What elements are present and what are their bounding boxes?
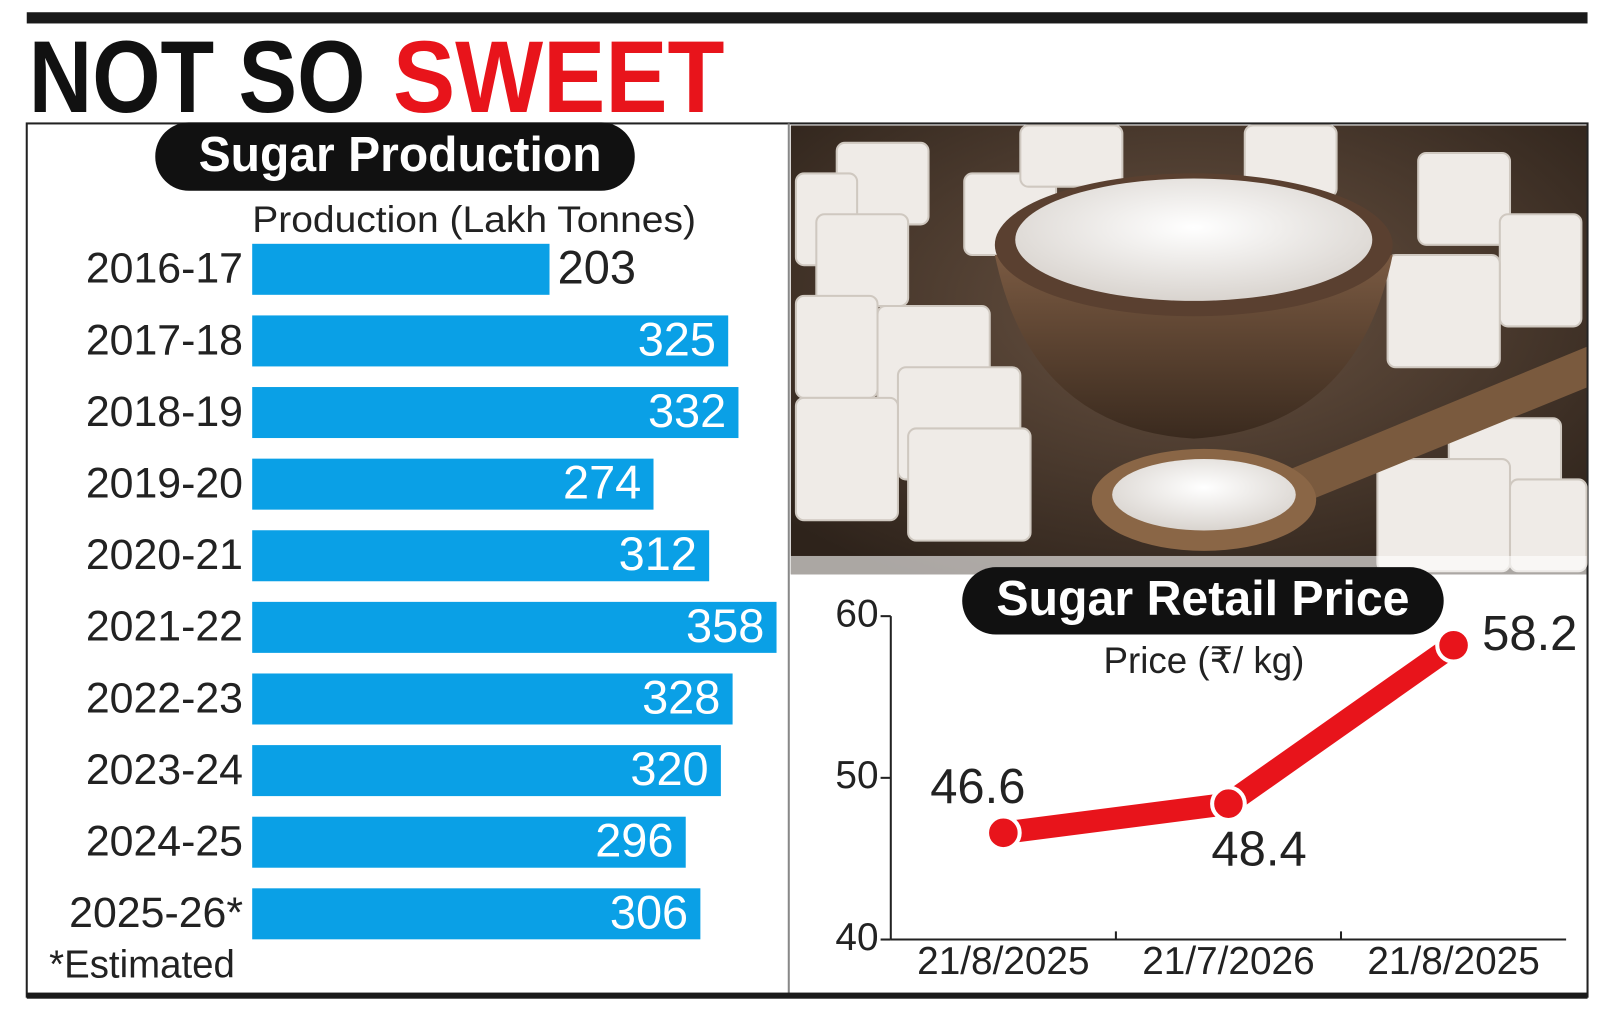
axis-label: Price (₹/ kg) xyxy=(1104,640,1305,681)
category-label: 2024-25 xyxy=(86,818,243,866)
value-label: 358 xyxy=(686,600,764,652)
bar xyxy=(252,745,721,797)
title-black: NOT SO xyxy=(29,20,366,134)
chart-title: Sugar Production xyxy=(199,128,602,182)
axis-label: Production (Lakh Tonnes) xyxy=(252,199,696,240)
category-label: 2020-21 xyxy=(86,531,243,579)
category-label: 2018-19 xyxy=(86,388,243,436)
bowl-sugar xyxy=(1015,178,1373,301)
x-tick-label: 21/7/2026 xyxy=(1142,940,1314,983)
title-pill xyxy=(962,567,1444,635)
value-label: 48.4 xyxy=(1211,823,1306,877)
category-label: 2021-22 xyxy=(86,603,243,651)
bar xyxy=(252,387,739,439)
y-tick-label: 40 xyxy=(835,916,878,959)
value-label: 296 xyxy=(595,815,673,867)
value-label: 328 xyxy=(642,671,720,723)
point xyxy=(984,814,1022,852)
photo xyxy=(790,124,1588,575)
x-tick-label: 21/8/2025 xyxy=(1367,940,1539,983)
category-label: 2022-23 xyxy=(86,674,243,722)
value-label: 58.2 xyxy=(1482,607,1577,661)
value-label: 320 xyxy=(630,743,708,795)
bar xyxy=(252,601,777,653)
spoon-sugar xyxy=(1112,459,1296,531)
category-label: 2017-18 xyxy=(86,316,243,364)
value-label: 312 xyxy=(619,528,697,580)
bar xyxy=(252,888,701,940)
title-pill xyxy=(155,122,635,191)
top-rule xyxy=(26,12,1588,24)
value-label: 332 xyxy=(648,385,726,437)
category-label: 2016-17 xyxy=(86,245,243,293)
category-label: 2023-24 xyxy=(86,746,243,794)
y-tick-label: 60 xyxy=(835,592,878,635)
bar xyxy=(252,530,710,582)
bar xyxy=(252,243,550,295)
category-label: 2025-26* xyxy=(69,889,243,937)
category-label: 2019-20 xyxy=(86,460,243,508)
footnote: *Estimated xyxy=(49,943,235,986)
point xyxy=(1210,785,1247,823)
bar xyxy=(252,315,729,367)
bar xyxy=(252,673,733,725)
spoon-handle xyxy=(1265,346,1587,511)
value-label: 203 xyxy=(558,242,636,294)
y-tick-label: 50 xyxy=(835,754,878,797)
bottom-rule xyxy=(26,992,1588,999)
bar xyxy=(252,816,686,868)
bar xyxy=(252,458,654,510)
point xyxy=(1435,626,1472,664)
value-label: 274 xyxy=(563,457,641,509)
value-label: 306 xyxy=(610,886,688,938)
value-label: 46.6 xyxy=(930,760,1025,814)
title-red: SWEET xyxy=(393,20,725,134)
chart-title: Sugar Retail Price xyxy=(996,572,1409,626)
x-tick-label: 21/8/2025 xyxy=(917,940,1089,983)
value-label: 325 xyxy=(638,313,716,365)
